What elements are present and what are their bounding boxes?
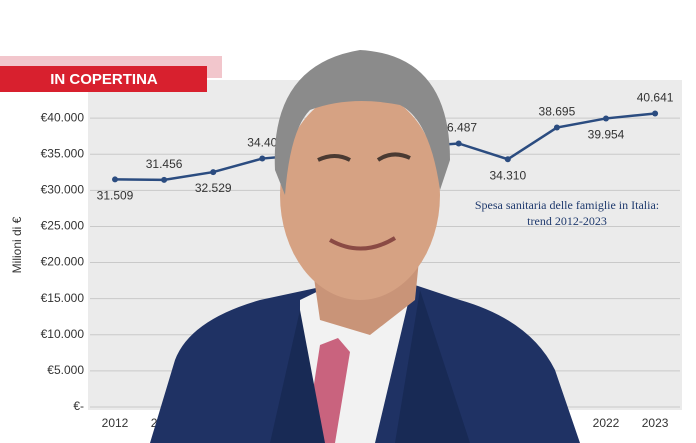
marker [259,155,266,162]
annotation: Spesa sanitaria delle famiglie in Italia… [475,198,659,212]
mouth [329,236,397,251]
data-label: 32.529 [195,181,232,195]
x-tick-label: 2023 [642,416,669,430]
data-label: 36.487 [440,121,477,135]
data-label: 40.641 [637,91,674,105]
y-tick-label: €35.000 [41,146,85,160]
data-label: 34.40 [247,136,277,150]
lapel [270,310,325,443]
data-label: 38.695 [539,105,576,119]
hair [274,50,450,195]
data-label: 34.310 [489,168,526,182]
y-tick-label: €40.000 [41,110,85,124]
annotation: trend 2012-2023 [527,214,607,228]
marker [652,110,659,117]
y-tick-label: €5.000 [47,363,84,377]
marker [553,124,560,131]
portrait [150,50,580,443]
y-tick-label: €- [73,399,84,413]
banner [0,66,207,92]
x-tick-label: 2022 [593,416,620,430]
marker [504,156,511,163]
y-tick-label: €10.000 [41,327,85,341]
data-label: 31.456 [146,157,183,171]
y-tick-label: €25.000 [41,219,85,233]
y-axis-label: Milioni di € [10,216,24,273]
y-tick-label: €30.000 [41,183,85,197]
y-tick-label: €20.000 [41,255,85,269]
data-label: 31.509 [97,189,134,203]
y-tick-label: €15.000 [41,291,85,305]
marker [112,176,118,183]
lapel [395,290,470,443]
data-label: 39.954 [588,128,625,142]
marker [603,115,609,122]
eyebrows [317,152,411,162]
x-tick-label: 2012 [102,416,129,430]
face [280,90,440,300]
marker [161,176,168,183]
marker [210,169,217,176]
banner-text: IN COPERTINA [50,71,158,88]
marker [455,140,462,147]
